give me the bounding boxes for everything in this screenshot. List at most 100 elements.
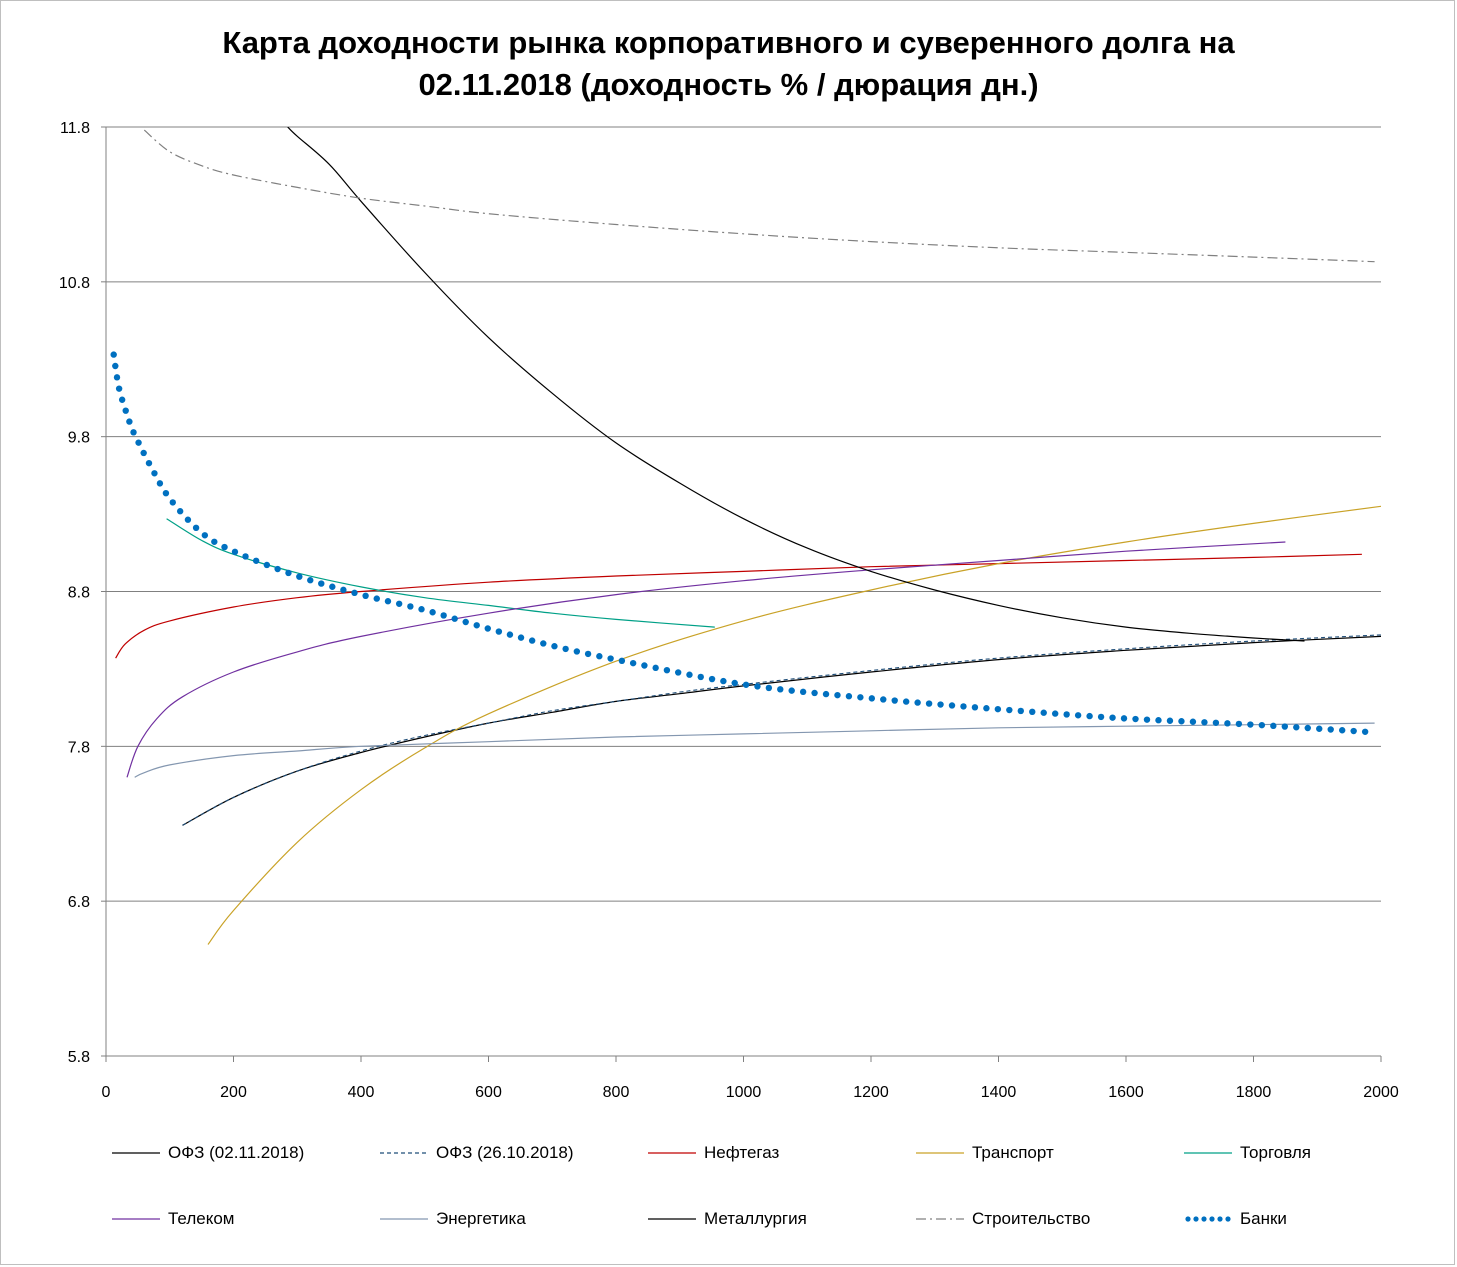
series-point [169, 499, 176, 506]
series-point [440, 612, 447, 619]
series-point [573, 648, 581, 655]
series-line [115, 553, 1362, 659]
series-point [1270, 722, 1277, 730]
series-point [113, 374, 121, 381]
series-point [1235, 720, 1243, 728]
series-point [231, 548, 239, 556]
series-line [182, 635, 1381, 826]
series-point [1178, 718, 1185, 725]
series-point [162, 489, 170, 497]
legend-item: Нефтегаз [648, 1141, 779, 1165]
chart-title: Карта доходности рынка корпоративного и … [0, 22, 1457, 106]
x-tick-label: 200 [220, 1084, 247, 1101]
series-point [151, 470, 158, 477]
series-point [834, 691, 841, 699]
x-tick-label: 2000 [1363, 1084, 1399, 1101]
series-point [1316, 725, 1323, 732]
series-point [937, 701, 944, 708]
series-point [960, 703, 967, 710]
series-point [506, 631, 514, 638]
series-point [318, 580, 325, 587]
x-tick-label: 1000 [726, 1084, 762, 1101]
series-point [201, 532, 209, 539]
y-tick-label: 6.8 [68, 894, 90, 911]
series-point [1350, 727, 1357, 735]
series-point [1361, 728, 1369, 735]
series-point [652, 664, 659, 672]
legend-label: Банки [1240, 1209, 1287, 1228]
x-tick-label: 1800 [1236, 1084, 1272, 1101]
series-point [1029, 708, 1036, 716]
series-point [528, 637, 536, 644]
series-point [708, 675, 716, 683]
series-point [429, 609, 436, 616]
legend-swatch [380, 1218, 428, 1220]
series-point [451, 615, 458, 622]
chart-title-line-2: 02.11.2018 (доходность % / дюрация дн.) [418, 67, 1039, 102]
series-point [221, 543, 228, 551]
legend-item: ОФЗ (02.11.2018) [112, 1141, 304, 1165]
legend-item: ОФЗ (26.10.2018) [380, 1141, 574, 1165]
legend-item: Банки [1184, 1207, 1287, 1231]
series-point [362, 592, 369, 600]
series-point [484, 625, 491, 632]
series-point [495, 628, 503, 635]
series-point [156, 480, 164, 487]
series-point [122, 407, 129, 414]
legend-swatch [916, 1152, 964, 1154]
legend-label: Торговля [1240, 1143, 1312, 1162]
series-point [1155, 717, 1162, 724]
series-point [925, 700, 933, 707]
series-point [211, 538, 218, 545]
series-point [1132, 715, 1139, 723]
series-point [1086, 712, 1093, 720]
series-line [126, 541, 1286, 778]
legend-item: Строительство [916, 1207, 1090, 1231]
series-point [731, 679, 738, 687]
legend-label: Транспорт [972, 1143, 1054, 1162]
legend-swatch [112, 1152, 160, 1154]
series-point [1109, 714, 1116, 721]
series-point [596, 653, 603, 660]
series-point [340, 586, 347, 594]
chart-title-line-1: Карта доходности рынка корпоративного и … [222, 25, 1235, 60]
series-point [115, 385, 123, 392]
series-point [629, 659, 637, 667]
series-point [742, 681, 750, 688]
series-point [118, 396, 126, 403]
series-point [720, 677, 727, 685]
y-tick-label: 9.8 [68, 430, 90, 447]
series-lines [110, 127, 1381, 945]
series-point [1166, 717, 1174, 724]
series-point [857, 694, 864, 701]
series-point [811, 689, 818, 697]
series-point [140, 449, 147, 457]
series-point [697, 673, 704, 681]
series-point [607, 655, 614, 662]
legend-item: Торговля [1184, 1141, 1311, 1165]
y-tick-label: 7.8 [68, 739, 90, 756]
y-tick-label: 5.8 [68, 1049, 90, 1066]
series-point [130, 429, 137, 436]
series-point [1040, 709, 1047, 716]
series-point [777, 686, 784, 693]
series-banki-dots [110, 351, 1369, 735]
series-point [686, 671, 693, 678]
series-point [384, 598, 392, 605]
legend-label: Нефтегаз [704, 1143, 780, 1162]
series-point [329, 583, 336, 590]
series-point [184, 516, 192, 523]
legend-item: Энергетика [380, 1207, 526, 1231]
series-point [263, 561, 271, 569]
series-point [1201, 719, 1208, 726]
series-point [407, 603, 414, 610]
series-point [618, 657, 626, 665]
series-point [971, 704, 979, 711]
series-point [192, 524, 200, 532]
series-point [891, 697, 898, 704]
y-tick-label: 11.8 [60, 120, 90, 137]
legend-label: Строительство [972, 1209, 1091, 1228]
grid-lines [106, 126, 1381, 1057]
series-point [1281, 723, 1289, 730]
series-point [418, 606, 425, 613]
